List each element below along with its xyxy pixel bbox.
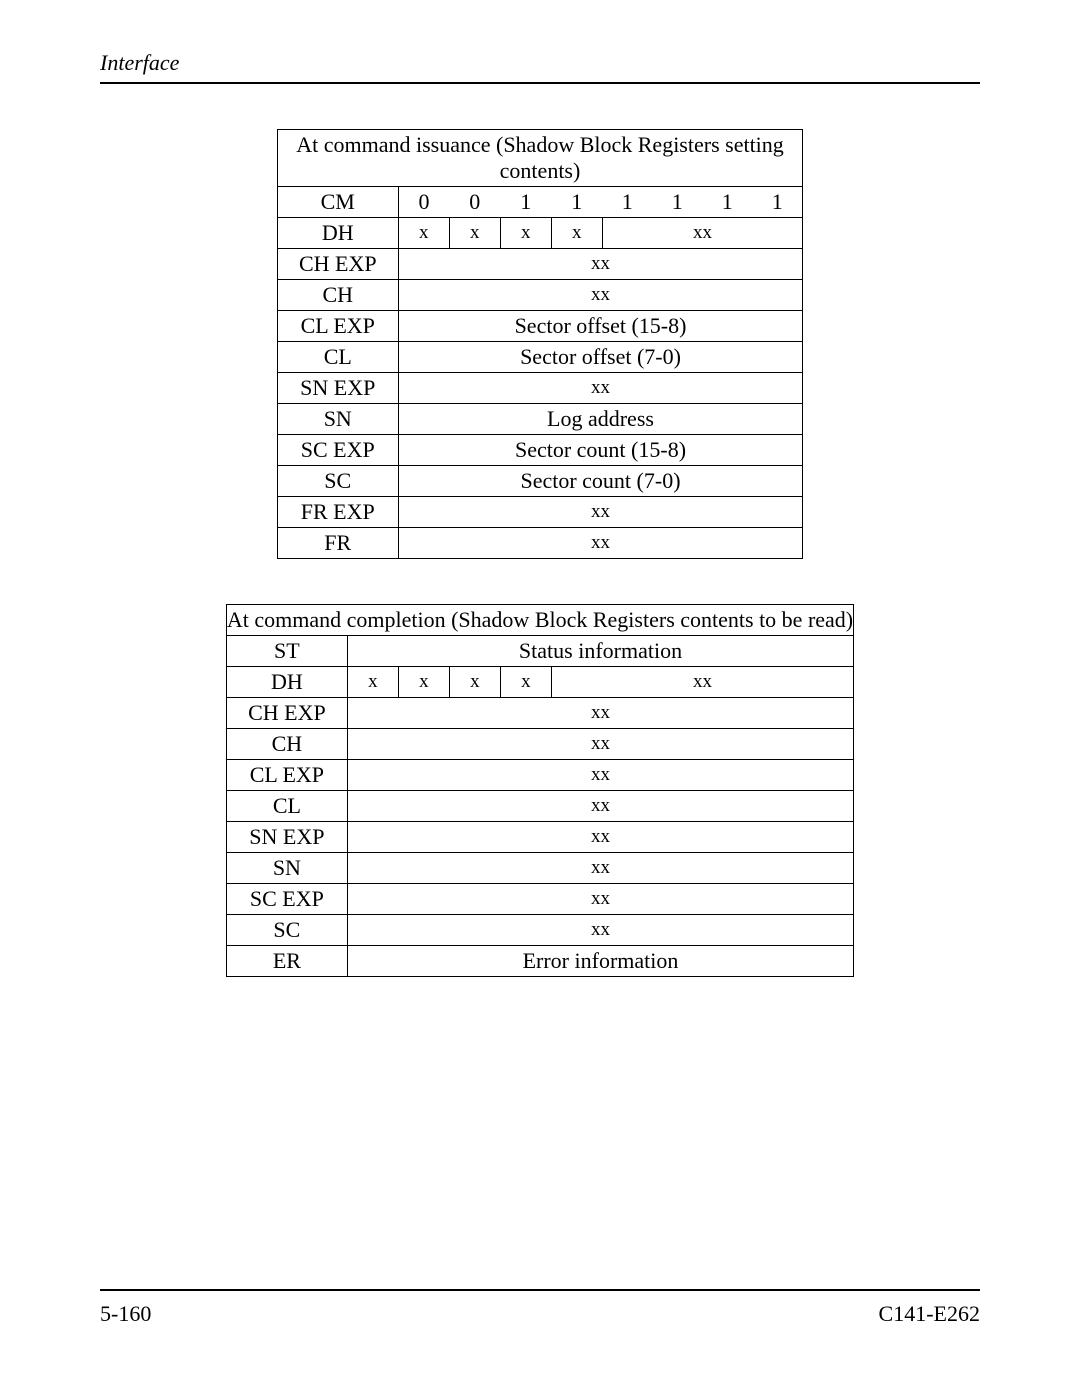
reg-label: SC EXP xyxy=(277,435,398,466)
bit-cell: 0 xyxy=(398,187,449,218)
table-row: CH EXP xx xyxy=(277,249,803,280)
bit-cell: xx xyxy=(551,667,853,698)
page-header: Interface xyxy=(100,50,980,84)
table-row: At command completion (Shadow Block Regi… xyxy=(226,605,853,636)
table-row: SC Sector count (7-0) xyxy=(277,466,803,497)
table-row: CH EXP xx xyxy=(226,698,853,729)
table-row: At command issuance (Shadow Block Regist… xyxy=(277,130,803,187)
table-row: CL EXP xx xyxy=(226,760,853,791)
reg-label: CH EXP xyxy=(226,698,347,729)
reg-value: Status information xyxy=(347,636,853,667)
page: Interface At command issuance (Shadow Bl… xyxy=(0,0,1080,1397)
table-row: CL Sector offset (7-0) xyxy=(277,342,803,373)
reg-label: SC xyxy=(277,466,398,497)
reg-value: Sector offset (7-0) xyxy=(398,342,803,373)
reg-value: xx xyxy=(398,249,803,280)
table-title: At command completion (Shadow Block Regi… xyxy=(226,605,853,636)
reg-value: Sector count (7-0) xyxy=(398,466,803,497)
table-row: CH xx xyxy=(226,729,853,760)
reg-value: Log address xyxy=(398,404,803,435)
table-row: SC xx xyxy=(226,915,853,946)
reg-value: xx xyxy=(347,853,853,884)
table-row: ER Error information xyxy=(226,946,853,977)
bit-cell: x xyxy=(398,218,449,249)
page-number: 5-160 xyxy=(100,1301,151,1327)
table-row: SC EXP Sector count (15-8) xyxy=(277,435,803,466)
reg-label: CL EXP xyxy=(226,760,347,791)
reg-value: Sector count (15-8) xyxy=(398,435,803,466)
bit-cell: x xyxy=(449,218,500,249)
bit-cell: x xyxy=(500,667,551,698)
completion-table: At command completion (Shadow Block Regi… xyxy=(226,604,854,977)
reg-label: CL xyxy=(277,342,398,373)
table-row: SC EXP xx xyxy=(226,884,853,915)
reg-label: SN xyxy=(226,853,347,884)
reg-label: FR EXP xyxy=(277,497,398,528)
doc-id: C141-E262 xyxy=(879,1301,980,1327)
reg-label: DH xyxy=(277,218,398,249)
reg-value: xx xyxy=(347,884,853,915)
table-row: DH x x x x xx xyxy=(277,218,803,249)
reg-value: xx xyxy=(347,698,853,729)
bit-cell: 1 xyxy=(602,187,652,218)
bit-cell: 1 xyxy=(500,187,551,218)
reg-value: xx xyxy=(398,528,803,559)
reg-label: SN xyxy=(277,404,398,435)
table-row: CL xx xyxy=(226,791,853,822)
bit-cell: 1 xyxy=(702,187,752,218)
bit-cell: 1 xyxy=(752,187,803,218)
table-row: FR EXP xx xyxy=(277,497,803,528)
reg-value: xx xyxy=(347,729,853,760)
reg-label: CL EXP xyxy=(277,311,398,342)
reg-label: CM xyxy=(277,187,398,218)
bit-cell: x xyxy=(551,218,602,249)
reg-label: CL xyxy=(226,791,347,822)
reg-label: ER xyxy=(226,946,347,977)
bit-cell: 0 xyxy=(449,187,500,218)
reg-label: SN EXP xyxy=(277,373,398,404)
table-row: SN EXP xx xyxy=(226,822,853,853)
reg-label: SN EXP xyxy=(226,822,347,853)
reg-label: FR xyxy=(277,528,398,559)
page-footer: 5-160 C141-E262 xyxy=(100,1289,980,1327)
reg-value: Sector offset (15-8) xyxy=(398,311,803,342)
table-row: SN xx xyxy=(226,853,853,884)
reg-value: xx xyxy=(347,760,853,791)
reg-value: xx xyxy=(398,280,803,311)
reg-label: SC xyxy=(226,915,347,946)
table-row: CH xx xyxy=(277,280,803,311)
reg-label: CH xyxy=(226,729,347,760)
reg-label: CH EXP xyxy=(277,249,398,280)
table-row: SN Log address xyxy=(277,404,803,435)
table-row: CM 0 0 1 1 1 1 1 1 xyxy=(277,187,803,218)
table-row: FR xx xyxy=(277,528,803,559)
table-title: At command issuance (Shadow Block Regist… xyxy=(277,130,803,187)
reg-value: xx xyxy=(398,497,803,528)
reg-label: SC EXP xyxy=(226,884,347,915)
bit-cell: xx xyxy=(602,218,803,249)
bit-cell: x xyxy=(398,667,449,698)
bit-cell: 1 xyxy=(551,187,602,218)
reg-label: DH xyxy=(226,667,347,698)
reg-label: ST xyxy=(226,636,347,667)
bit-cell: x xyxy=(347,667,398,698)
bit-cell: 1 xyxy=(652,187,702,218)
table-row: ST Status information xyxy=(226,636,853,667)
reg-value: xx xyxy=(347,791,853,822)
table-row: SN EXP xx xyxy=(277,373,803,404)
table-row: CL EXP Sector offset (15-8) xyxy=(277,311,803,342)
reg-value: xx xyxy=(398,373,803,404)
issuance-table: At command issuance (Shadow Block Regist… xyxy=(277,129,804,559)
bit-cell: x xyxy=(500,218,551,249)
reg-value: xx xyxy=(347,915,853,946)
section-title: Interface xyxy=(100,50,179,75)
reg-label: CH xyxy=(277,280,398,311)
reg-value: Error information xyxy=(347,946,853,977)
reg-value: xx xyxy=(347,822,853,853)
bit-cell: x xyxy=(449,667,500,698)
table-row: DH x x x x xx xyxy=(226,667,853,698)
